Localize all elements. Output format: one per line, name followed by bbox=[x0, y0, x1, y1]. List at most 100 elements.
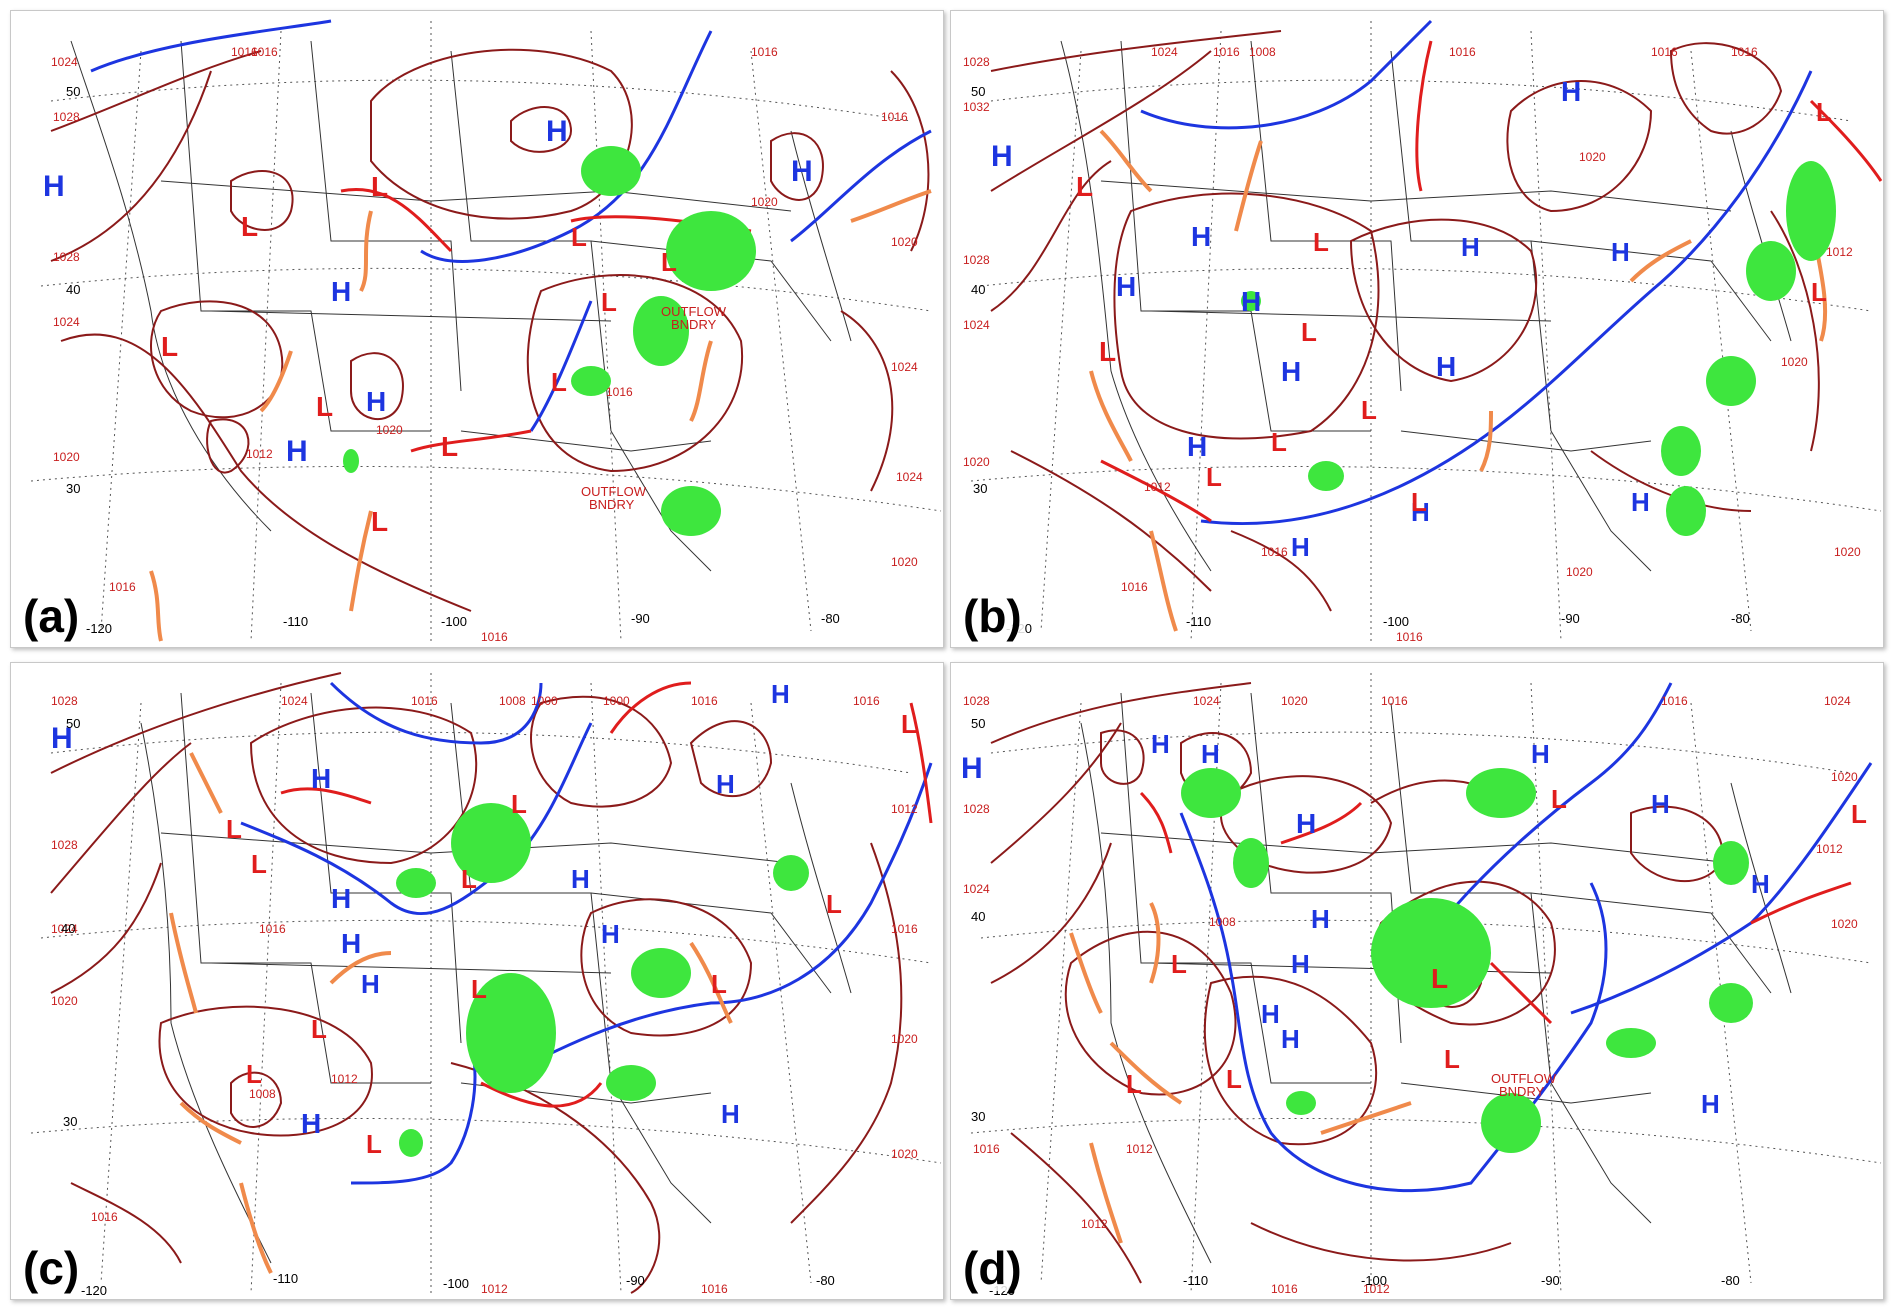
warm-front bbox=[909, 702, 933, 824]
low-center: L bbox=[1301, 317, 1317, 347]
svg-text:1012: 1012 bbox=[246, 447, 273, 461]
high-center: H bbox=[1436, 351, 1456, 382]
svg-text:1020: 1020 bbox=[1579, 150, 1606, 164]
svg-text:1020: 1020 bbox=[1834, 545, 1861, 559]
svg-text:40: 40 bbox=[971, 282, 985, 297]
svg-text:-110: -110 bbox=[1186, 614, 1211, 629]
warm-front bbox=[480, 1081, 603, 1108]
svg-text:50: 50 bbox=[971, 716, 985, 731]
low-center: L bbox=[1361, 395, 1377, 425]
warm-front bbox=[410, 429, 532, 453]
low-center: L bbox=[1271, 427, 1287, 457]
high-center: H bbox=[991, 140, 1013, 173]
svg-text:1016: 1016 bbox=[1731, 45, 1758, 59]
trough bbox=[1234, 140, 1263, 232]
svg-text:1012: 1012 bbox=[891, 802, 918, 816]
svg-text:1024: 1024 bbox=[1824, 694, 1851, 708]
panel-tag: (b) bbox=[961, 590, 1024, 642]
high-center: H bbox=[1291, 949, 1310, 979]
high-center: H bbox=[1611, 237, 1630, 267]
svg-text:1016: 1016 bbox=[1651, 45, 1678, 59]
svg-text:1008: 1008 bbox=[1249, 45, 1276, 59]
state-boundaries bbox=[70, 40, 852, 572]
low-center: L bbox=[1171, 949, 1187, 979]
svg-text:-120: -120 bbox=[86, 621, 112, 636]
svg-text:1020: 1020 bbox=[1781, 355, 1808, 369]
svg-text:1020: 1020 bbox=[1566, 565, 1593, 579]
svg-text:1028: 1028 bbox=[963, 55, 990, 69]
svg-text:1020: 1020 bbox=[891, 235, 918, 249]
trough bbox=[1109, 1041, 1183, 1105]
svg-text:1024: 1024 bbox=[963, 318, 990, 332]
svg-text:1016: 1016 bbox=[481, 630, 508, 644]
svg-text:-120: -120 bbox=[81, 1283, 107, 1298]
cold-front bbox=[510, 762, 933, 1075]
outflow-boundary-label: OUTFLOW bbox=[581, 484, 647, 499]
svg-text:1016: 1016 bbox=[411, 694, 438, 708]
cold-front bbox=[790, 129, 932, 243]
low-center: L bbox=[441, 431, 458, 462]
high-center: H bbox=[1281, 356, 1301, 387]
panel-a: H H H H H H L L L L L L L L L L OUTFLOW … bbox=[10, 10, 944, 648]
map-b: H H H H H H H H H H H H H L L L L L L L … bbox=[963, 19, 1883, 644]
outflow-boundary-label: BNDRY bbox=[589, 497, 635, 512]
low-center: L bbox=[371, 506, 388, 537]
cold-front bbox=[420, 30, 713, 263]
precipitation-areas bbox=[1241, 161, 1836, 536]
low-center: L bbox=[1226, 1064, 1242, 1094]
svg-text:30: 30 bbox=[63, 1114, 77, 1129]
fronts bbox=[1089, 19, 1883, 632]
high-center: H bbox=[1531, 739, 1550, 769]
svg-text:50: 50 bbox=[971, 84, 985, 99]
svg-text:1028: 1028 bbox=[963, 694, 990, 708]
low-center: L bbox=[1099, 336, 1116, 367]
isobars bbox=[50, 672, 903, 1294]
svg-text:1024: 1024 bbox=[896, 470, 923, 484]
svg-text:1016: 1016 bbox=[251, 45, 278, 59]
panel-b: H H H H H H H H H H H H H L L L L L L L … bbox=[950, 10, 1884, 648]
svg-text:1020: 1020 bbox=[891, 1147, 918, 1161]
warm-front bbox=[1100, 459, 1212, 523]
svg-text:-100: -100 bbox=[1383, 614, 1409, 629]
trough bbox=[1069, 932, 1103, 1014]
isobar-labels: 1028 1024 1016 1008 1000 1000 1016 1016 … bbox=[51, 694, 918, 1296]
trough bbox=[1089, 370, 1133, 462]
high-center: H bbox=[1116, 271, 1136, 302]
fronts bbox=[169, 681, 933, 1274]
svg-text:1012: 1012 bbox=[1363, 1282, 1390, 1296]
low-center: L bbox=[246, 1059, 262, 1089]
low-center: L bbox=[251, 849, 267, 879]
svg-text:1000: 1000 bbox=[603, 694, 630, 708]
outflow-boundary-label: OUTFLOW bbox=[1491, 1071, 1557, 1086]
high-center: H bbox=[1411, 497, 1430, 527]
svg-text:1024: 1024 bbox=[51, 55, 78, 69]
coordinate-labels: 50 40 30 -120 -110 -100 -90 -80 bbox=[61, 716, 835, 1298]
svg-text:1020: 1020 bbox=[891, 555, 918, 569]
cold-front bbox=[329, 681, 543, 745]
map-d: H H H H H H H H H H H H L L L L L L L OU… bbox=[961, 673, 1882, 1298]
low-center: L bbox=[241, 211, 258, 242]
coordinate-labels: 50 40 30 -120 -110 -100 -90 -80 bbox=[66, 84, 840, 636]
svg-text:1016: 1016 bbox=[1121, 580, 1148, 594]
svg-text:1016: 1016 bbox=[1396, 630, 1423, 644]
svg-text:-90: -90 bbox=[626, 1273, 645, 1288]
svg-text:-100: -100 bbox=[1361, 1273, 1387, 1288]
low-center: L bbox=[1126, 1069, 1142, 1099]
svg-text:1024: 1024 bbox=[963, 882, 990, 896]
isobars bbox=[990, 682, 1724, 1284]
isobar-labels: 1016 1016 1024 1028 1028 1024 1020 1016 … bbox=[51, 45, 923, 644]
svg-text:1012: 1012 bbox=[481, 1282, 508, 1296]
high-center: H bbox=[1151, 729, 1170, 759]
cold-front bbox=[240, 722, 593, 916]
trough bbox=[1149, 902, 1161, 984]
svg-text:1020: 1020 bbox=[1831, 770, 1858, 784]
high-center: H bbox=[1187, 431, 1207, 462]
trough bbox=[239, 1182, 273, 1274]
high-center: H bbox=[716, 769, 735, 799]
trough bbox=[1629, 239, 1692, 283]
high-center: H bbox=[601, 919, 620, 949]
trough bbox=[1479, 410, 1493, 472]
trough bbox=[149, 570, 163, 642]
svg-text:-80: -80 bbox=[1721, 1273, 1740, 1288]
svg-text:1016: 1016 bbox=[1381, 694, 1408, 708]
